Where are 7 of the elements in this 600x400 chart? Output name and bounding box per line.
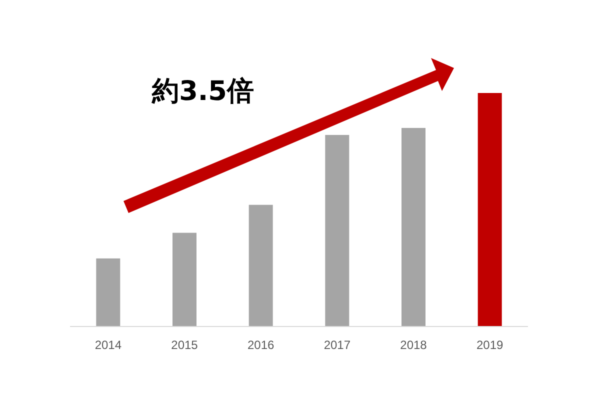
x-tick-label: 2019 xyxy=(476,338,504,352)
x-tick-label: 2018 xyxy=(400,338,428,352)
x-tick-label: 2016 xyxy=(247,338,275,352)
x-tick-label: 2017 xyxy=(324,338,351,352)
x-tick-label: 2014 xyxy=(94,338,122,352)
annotation: 約3.5倍 xyxy=(151,76,254,107)
x-tick-label: 2015 xyxy=(171,338,198,352)
